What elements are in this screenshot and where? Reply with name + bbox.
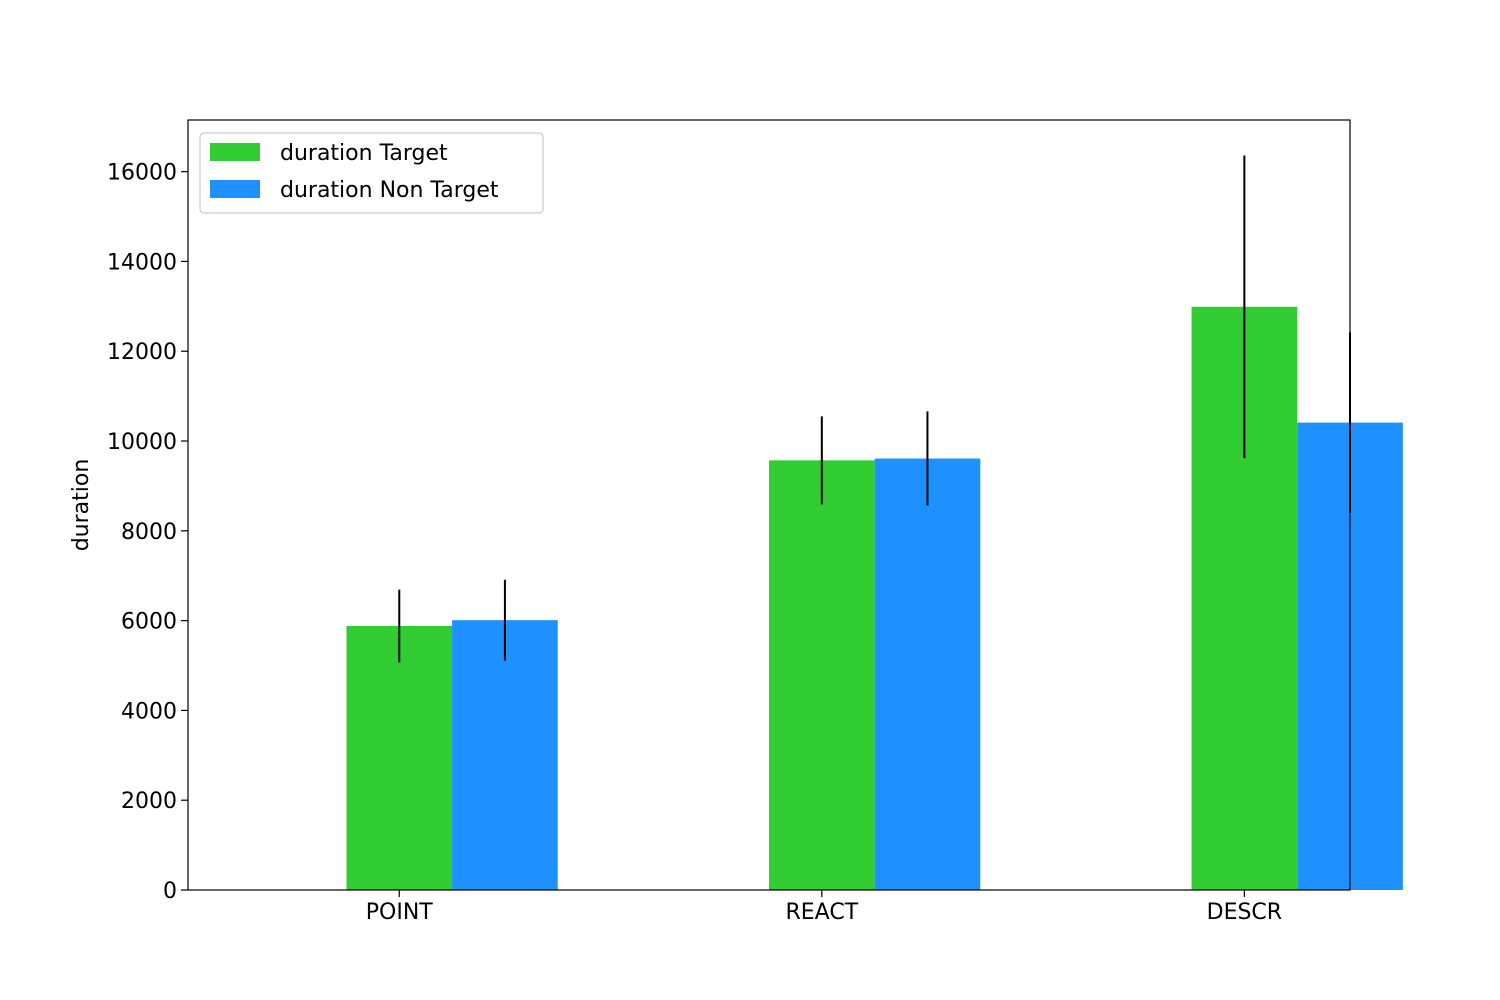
y-tick-label: 0 — [163, 879, 177, 904]
y-axis: 0 2000 4000 6000 8000 10000 12000 14000 16000 — [107, 161, 188, 904]
plot-frame — [187, 119, 1351, 891]
y-tick-label: 16000 — [107, 161, 177, 186]
bar-target-react — [769, 460, 875, 890]
x-tick-label: POINT — [366, 900, 434, 925]
y-tick-label: 8000 — [121, 520, 177, 545]
legend-label-target: duration Target — [280, 141, 448, 166]
x-tick-label: REACT — [785, 900, 858, 925]
legend-frame — [199, 132, 544, 214]
legend-label-non-target: duration Non Target — [280, 178, 499, 203]
y-tick-label: 14000 — [107, 250, 177, 275]
bar-non-target-point — [452, 620, 558, 890]
y-tick-label: 10000 — [107, 430, 177, 455]
y-tick-label: 12000 — [107, 340, 177, 365]
bars-layer — [346, 306, 1403, 890]
bar-non-target-react — [874, 458, 981, 890]
legend-swatch-non-target — [210, 180, 260, 198]
legend-swatch-target — [210, 143, 260, 161]
bar-target-point — [346, 626, 453, 890]
y-axis-label: duration — [69, 459, 94, 552]
y-tick-label: 6000 — [121, 610, 177, 635]
x-axis: POINT REACT DESCR — [366, 890, 1282, 925]
y-tick-label: 2000 — [121, 789, 177, 814]
legend: duration Target duration Non Target — [199, 132, 544, 214]
x-tick-label: DESCR — [1207, 900, 1282, 925]
y-tick-label: 4000 — [121, 699, 177, 724]
